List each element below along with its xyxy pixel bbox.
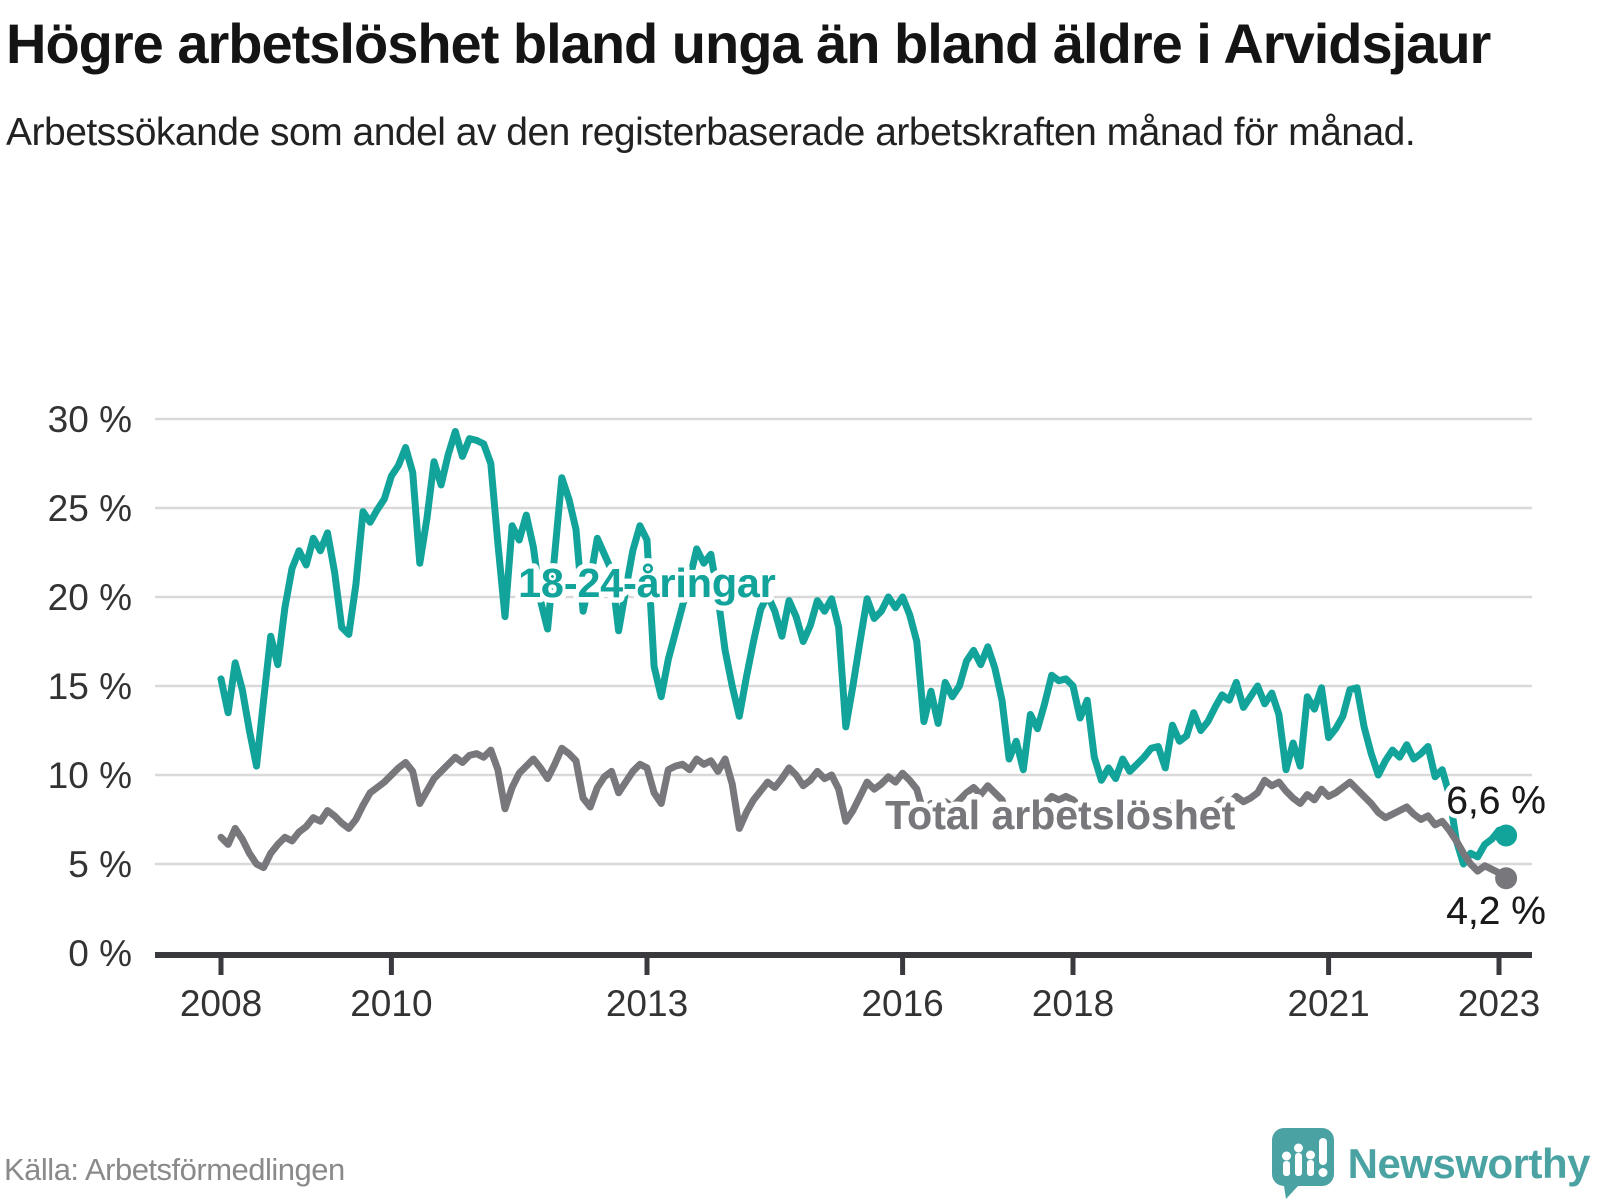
x-tick-label: 2021 xyxy=(1287,983,1369,1024)
youth-end-dot xyxy=(1495,824,1518,847)
y-tick-label: 10 % xyxy=(48,755,132,796)
total-series-label-halo: Total arbetslöshet xyxy=(885,792,1235,838)
x-tick-label: 2013 xyxy=(606,983,688,1024)
chart-header: Högre arbetslöshet bland unga än bland ä… xyxy=(6,10,1566,161)
x-tick-label: 2008 xyxy=(180,983,262,1024)
youth-series-line xyxy=(217,428,1510,868)
y-tick-label: 20 % xyxy=(48,577,132,618)
youth-series-label-halo: 18-24-åringar xyxy=(518,560,776,606)
total-end-dot xyxy=(1495,867,1518,890)
total-end-label-halo: 4,2 % xyxy=(1446,890,1546,933)
youth-end-label-halo: 6,6 % xyxy=(1446,780,1546,823)
y-tick-label: 15 % xyxy=(48,666,132,707)
x-tick-label: 2018 xyxy=(1032,983,1114,1024)
y-tick-label: 30 % xyxy=(48,399,132,440)
x-tick-label: 2023 xyxy=(1458,983,1540,1024)
page-subtitle: Arbetssökande som andel av den registerb… xyxy=(6,111,1416,155)
newsworthy-wordmark: Newsworthy xyxy=(1347,1140,1591,1187)
source-note: Källa: Arbetsförmedlingen xyxy=(4,1152,345,1187)
newsworthy-icon xyxy=(1271,1128,1334,1199)
page-title: Högre arbetslöshet bland unga än bland ä… xyxy=(6,12,1491,75)
total-series-line xyxy=(217,744,1510,882)
newsworthy-logo: Newsworthy xyxy=(1271,1128,1591,1200)
speech-bubble-shape xyxy=(1271,1128,1334,1199)
youth-end-label: 6,6 % xyxy=(1446,780,1546,823)
x-tick-label: 2010 xyxy=(350,983,432,1024)
y-tick-label: 25 % xyxy=(48,488,132,529)
total-end-label: 4,2 % xyxy=(1446,890,1546,933)
y-tick-label: 5 % xyxy=(68,844,132,885)
youth-series-label: 18-24-åringar xyxy=(518,560,776,606)
y-tick-label: 0 % xyxy=(68,933,132,974)
x-tick-label: 2016 xyxy=(861,983,943,1024)
total-series-label: Total arbetslöshet xyxy=(885,792,1235,838)
